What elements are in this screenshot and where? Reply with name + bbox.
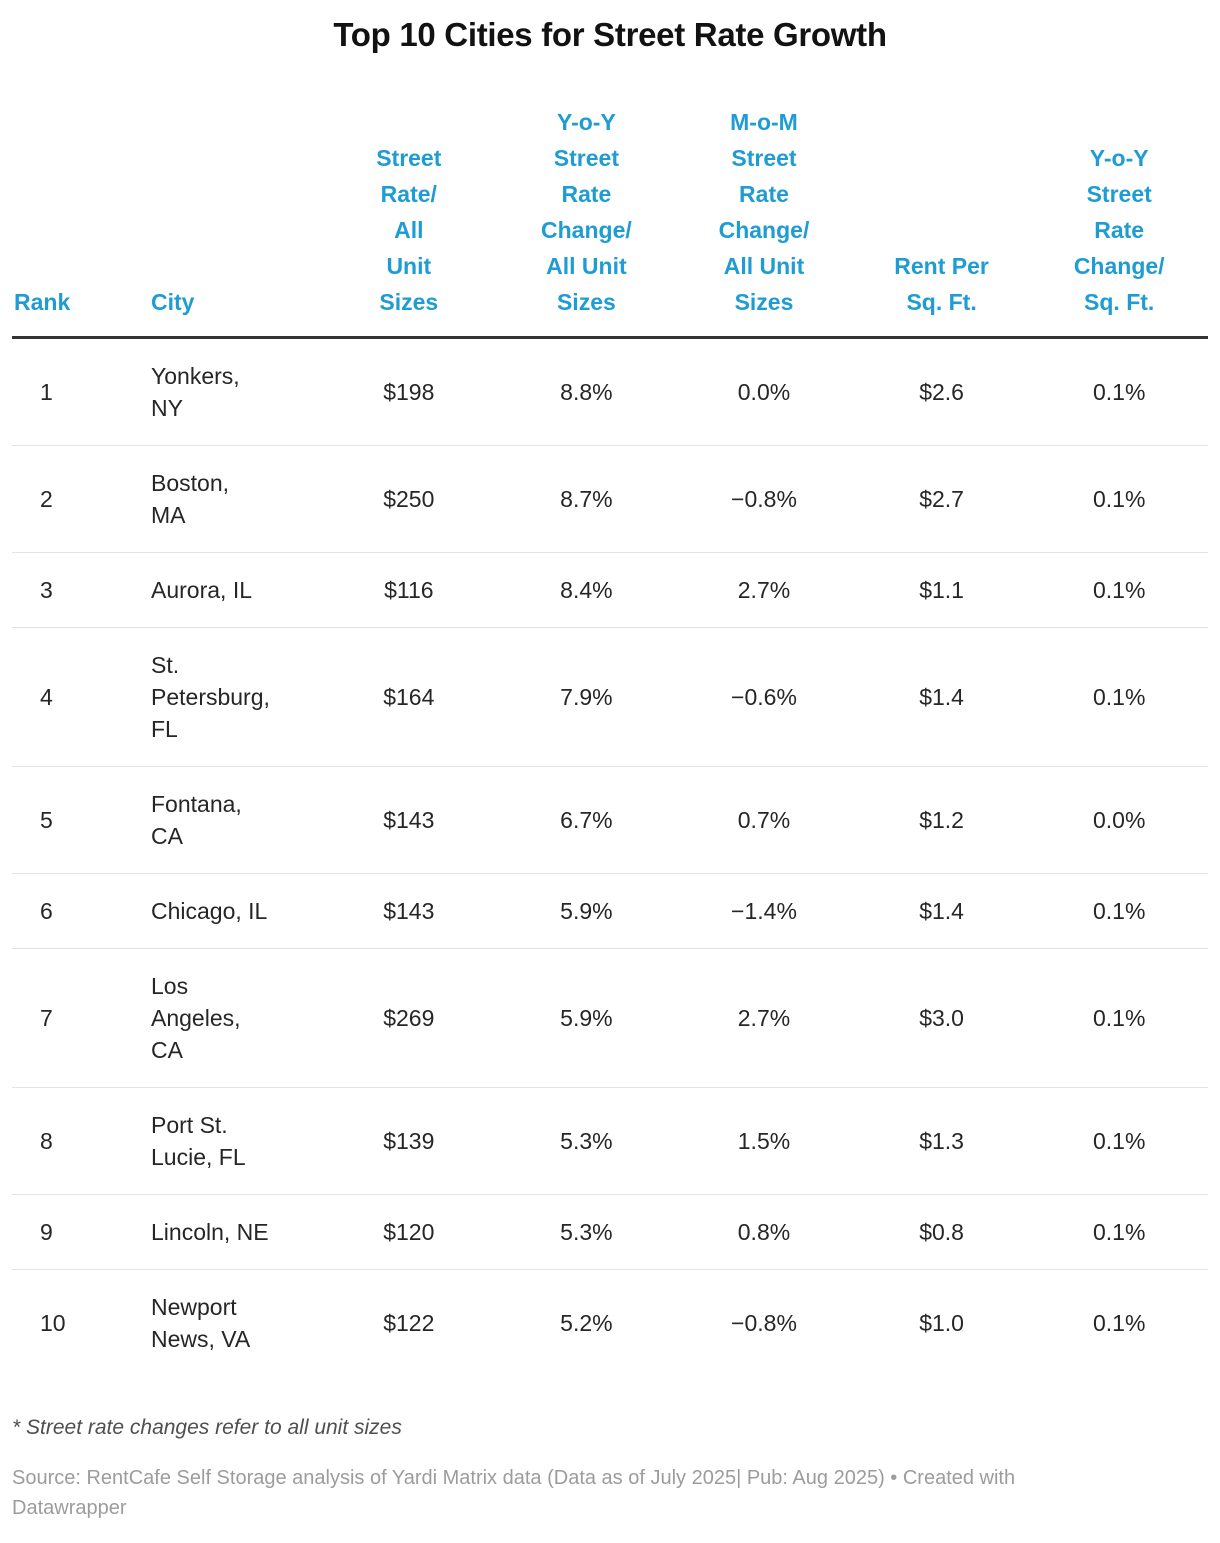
cell-city: Chicago, IL — [149, 873, 320, 949]
table-row: 2 Boston, MA $250 8.7% −0.8% $2.7 0.1% — [12, 445, 1208, 553]
cell-street_rate: $116 — [320, 552, 498, 628]
cell-mom_change: 0.8% — [675, 1194, 853, 1270]
header-rent-sqft: Rent Per Sq. Ft. — [852, 104, 1031, 339]
cell-rent_sqft: $1.3 — [852, 1087, 1031, 1195]
cell-rent_sqft: $1.4 — [852, 627, 1031, 767]
cell-rent_sqft: $3.0 — [852, 948, 1031, 1088]
cell-yoy_change: 8.7% — [497, 445, 676, 553]
table-row: 5 Fontana, CA $143 6.7% 0.7% $1.2 0.0% — [12, 766, 1208, 874]
cell-city: Los Angeles, CA — [149, 948, 320, 1088]
cell-city: Newport News, VA — [151, 1294, 251, 1352]
table-row: 6 Chicago, IL $143 5.9% −1.4% $1.4 0.1% — [12, 873, 1208, 949]
cell-street_rate: $250 — [320, 445, 498, 553]
cell-rank: 8 — [12, 1087, 149, 1195]
table-row: 1 Yonkers, NY $198 8.8% 0.0% $2.6 0.1% — [12, 337, 1208, 446]
cell-yoy_sqft: 0.1% — [1092, 1310, 1146, 1336]
table-row: 9 Lincoln, NE $120 5.3% 0.8% $0.8 0.1% — [12, 1194, 1208, 1270]
cell-city: St. Petersburg, FL — [149, 627, 320, 767]
cell-yoy_change: 5.2% — [560, 1310, 613, 1336]
cell-mom_change: 2.7% — [675, 948, 853, 1088]
cell-yoy_sqft: 0.1% — [1030, 1087, 1208, 1195]
cell-mom_change: −1.4% — [675, 873, 853, 949]
header-row: Rank City Street Rate/ All Unit Sizes Y-… — [12, 104, 1208, 339]
table-row: 7 Los Angeles, CA $269 5.9% 2.7% $3.0 0.1% — [12, 948, 1208, 1088]
page-title: Top 10 Cities for Street Rate Growth — [333, 16, 887, 53]
cell-street_rate: $198 — [320, 337, 498, 446]
cell-rent_sqft: $2.6 — [852, 337, 1031, 446]
cell-city: Fontana, CA — [149, 766, 320, 874]
cell-mom_change: 0.0% — [675, 337, 853, 446]
cell-mom_change: 2.7% — [675, 552, 853, 628]
cell-street_rate: $164 — [320, 627, 498, 767]
cell-mom_change: −0.8% — [675, 445, 853, 553]
cell-street_rate: $269 — [320, 948, 498, 1088]
cell-yoy_change: 5.9% — [497, 873, 676, 949]
header-yoy-sqft: Y-o-Y Street Rate Change/ Sq. Ft. — [1030, 104, 1208, 339]
cell-street_rate: $122 — [383, 1310, 435, 1336]
cell-rank: 4 — [12, 627, 149, 767]
cell-city: Boston, MA — [149, 445, 320, 553]
cell-city: Yonkers, NY — [149, 337, 320, 446]
cell-rank: 7 — [12, 948, 149, 1088]
cell-yoy_change: 5.3% — [497, 1087, 676, 1195]
cell-mom_change: 1.5% — [675, 1087, 853, 1195]
cell-rent_sqft: $0.8 — [852, 1194, 1031, 1270]
cell-rank: 2 — [12, 445, 149, 553]
cell-mom_change: 0.7% — [675, 766, 853, 874]
header-yoy-change: Y-o-Y Street Rate Change/ All Unit Sizes — [497, 104, 676, 339]
cell-rent_sqft: $1.0 — [919, 1310, 964, 1336]
cell-yoy_sqft: 0.1% — [1030, 948, 1208, 1088]
cell-mom_change: −0.8% — [731, 1310, 797, 1336]
cell-yoy_sqft: 0.1% — [1030, 337, 1208, 446]
cell-yoy_sqft: 0.1% — [1030, 627, 1208, 767]
table-header: Rank City Street Rate/ All Unit Sizes Y-… — [12, 104, 1208, 339]
cell-yoy_sqft: 0.1% — [1030, 873, 1208, 949]
cell-rank: 6 — [12, 873, 149, 949]
table-row: 8 Port St. Lucie, FL $139 5.3% 1.5% $1.3 0.1% — [12, 1087, 1208, 1195]
source-attribution: Source: RentCafe Self Storage analysis o… — [12, 1467, 1016, 1519]
header-rank: Rank — [12, 104, 149, 339]
cell-rent_sqft: $1.1 — [852, 552, 1031, 628]
cell-rank: 9 — [12, 1194, 149, 1270]
cell-street_rate: $120 — [320, 1194, 498, 1270]
cell-yoy_sqft: 0.0% — [1030, 766, 1208, 874]
cell-yoy_change: 7.9% — [497, 627, 676, 767]
cell-rent_sqft: $1.2 — [852, 766, 1031, 874]
cell-yoy_change: 8.4% — [497, 552, 676, 628]
cell-yoy_change: 8.8% — [497, 337, 676, 446]
cell-city: Lincoln, NE — [149, 1194, 320, 1270]
cell-city: Port St. Lucie, FL — [149, 1087, 320, 1195]
header-mom-change: M-o-M Street Rate Change/ All Unit Sizes — [675, 104, 853, 339]
cell-street_rate: $139 — [320, 1087, 498, 1195]
table-row: 3 Aurora, IL $116 8.4% 2.7% $1.1 0.1% — [12, 552, 1208, 628]
cell-yoy_sqft: 0.1% — [1030, 552, 1208, 628]
street-rate-table: Rank City Street Rate/ All Unit Sizes Y-… — [12, 104, 1208, 1376]
footnote: * Street rate changes refer to all unit … — [12, 1416, 402, 1439]
table-body: 1 Yonkers, NY $198 8.8% 0.0% $2.6 0.1% 2 Boston,… — [12, 337, 1208, 1377]
cell-city: Aurora, IL — [149, 552, 320, 628]
cell-rank: 5 — [12, 766, 149, 874]
header-street-rate: Street Rate/ All Unit Sizes — [320, 104, 498, 339]
cell-yoy_change: 5.9% — [497, 948, 676, 1088]
cell-mom_change: −0.6% — [675, 627, 853, 767]
table-row: 4 St. Petersburg, FL $164 7.9% −0.6% $1.4 0.1% — [12, 627, 1208, 767]
cell-rank: 1 — [12, 337, 149, 446]
cell-street_rate: $143 — [320, 766, 498, 874]
cell-rank: 10 — [40, 1310, 66, 1336]
header-city: City — [149, 104, 320, 339]
cell-yoy_sqft: 0.1% — [1030, 445, 1208, 553]
cell-rank: 3 — [12, 552, 149, 628]
cell-yoy_change: 5.3% — [497, 1194, 676, 1270]
cell-yoy_sqft: 0.1% — [1030, 1194, 1208, 1270]
cell-rent_sqft: $2.7 — [852, 445, 1031, 553]
table-row: 10 Newport News, VA $122 5.2% −0.8% $1.0 0.1% — [12, 1270, 1208, 1377]
cell-rent_sqft: $1.4 — [852, 873, 1031, 949]
cell-street_rate: $143 — [320, 873, 498, 949]
cell-yoy_change: 6.7% — [497, 766, 676, 874]
